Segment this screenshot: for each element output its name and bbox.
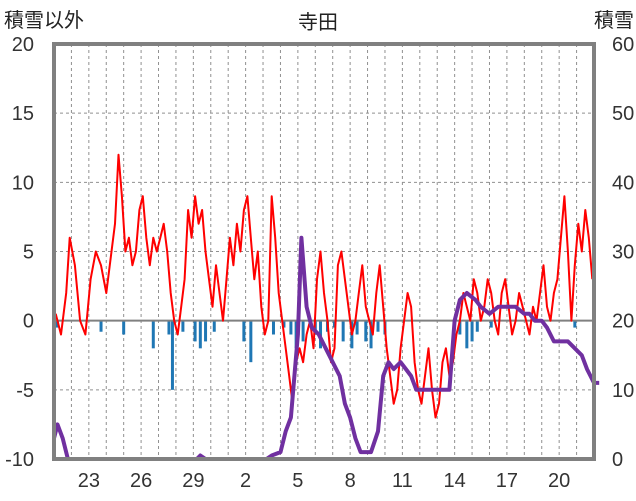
precip-bar: [355, 320, 359, 335]
snow-depth-line: [52, 235, 600, 461]
precip-bar: [170, 320, 174, 390]
precip-bar: [289, 320, 293, 335]
precip-bar: [489, 320, 493, 328]
x-tick-label: 29: [182, 470, 204, 492]
precip-bar: [458, 320, 462, 335]
y-left-tick-label: 10: [12, 172, 34, 194]
precip-bar: [341, 320, 345, 342]
y-right-tick-label: 30: [612, 242, 634, 264]
x-tick-label: 11: [392, 470, 413, 492]
x-tick-label: 5: [292, 470, 303, 492]
y-right-tick-label: 40: [612, 172, 634, 194]
y-right-tick-label: 10: [612, 380, 634, 402]
x-tick-label: 20: [548, 470, 570, 492]
y-left-tick-label: -5: [16, 380, 34, 402]
series-lines: [52, 153, 600, 461]
left-axis-label: 積雪以外: [4, 10, 84, 32]
precip-bar: [332, 320, 336, 328]
precip-bar: [369, 320, 373, 349]
precip-bar: [181, 320, 185, 332]
precip-bar: [151, 320, 155, 349]
precip-bar: [470, 320, 474, 342]
precip-bar: [249, 320, 253, 363]
precip-bar: [212, 320, 216, 332]
grid: [53, 44, 594, 459]
precip-bar: [167, 320, 171, 335]
right-axis-label: 積雪: [594, 10, 634, 32]
precip-bar: [364, 320, 368, 342]
precip-bar: [301, 320, 305, 342]
precip-bar: [204, 320, 208, 342]
precip-bar: [99, 320, 103, 332]
precip-bar: [271, 320, 275, 335]
precip-bar: [242, 320, 246, 342]
precip-bar: [376, 320, 380, 332]
x-tick-label: 23: [78, 470, 100, 492]
precip-bar: [122, 320, 126, 335]
x-tick-label: 8: [345, 470, 356, 492]
y-left-tick-label: 5: [23, 242, 34, 264]
y-right-tick-label: 20: [612, 311, 634, 333]
plot-frame: [52, 42, 596, 461]
precip-bar: [465, 320, 469, 349]
y-left-tick-label: -10: [5, 449, 34, 471]
y-right-tick-label: 50: [612, 103, 634, 125]
precip-bar: [573, 320, 577, 328]
precip-bar: [198, 320, 202, 349]
precip-bar: [282, 320, 286, 328]
x-tick-label: 17: [496, 470, 518, 492]
y-left-tick-label: 15: [12, 103, 34, 125]
x-tick-label: 26: [130, 470, 152, 492]
y-left-tick-label: 20: [12, 34, 34, 56]
precipitation-bars: [55, 320, 577, 390]
temperature-line: [54, 153, 594, 419]
x-ticks: 23 26 29 2 5 8 11 14 17 20: [78, 470, 571, 492]
x-tick-label: 2: [240, 470, 251, 492]
x-tick-label: 14: [444, 470, 466, 492]
precip-bar: [475, 320, 479, 332]
chart-title: 寺田: [298, 12, 338, 34]
y-right-tick-label: 60: [612, 34, 634, 56]
y-right-tick-label: 0: [612, 449, 623, 471]
y-left-tick-label: 0: [23, 311, 34, 333]
precip-bar: [193, 320, 197, 342]
